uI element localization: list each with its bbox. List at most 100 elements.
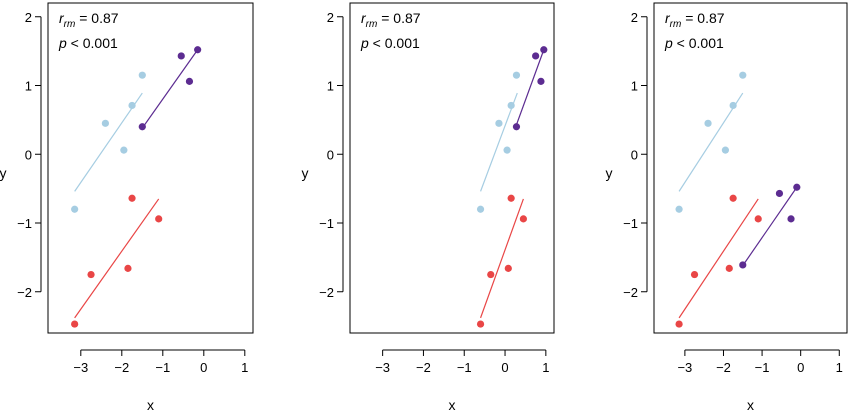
y-tick-label: 0	[327, 147, 334, 162]
y-tick-label: −1	[319, 216, 334, 231]
panel-2: −3 −2 −1 0 1 x −2 −1 0 1 2 y rrm = 0.87 p < 0.001	[302, 2, 555, 413]
series-3	[512, 46, 548, 131]
fit-line	[74, 198, 160, 319]
fit-line	[742, 186, 798, 266]
x-tick-label: 0	[797, 360, 804, 375]
x-tick-label: 1	[836, 360, 843, 375]
fit-line	[74, 92, 143, 192]
data-point	[128, 101, 136, 110]
series-3	[138, 46, 202, 131]
x-tick-label: −3	[375, 360, 390, 375]
series-2	[476, 194, 528, 328]
p-annotation: p < 0.001	[360, 35, 420, 51]
data-point	[487, 270, 495, 279]
fit-line	[678, 92, 744, 192]
y-tick-label: −2	[17, 285, 32, 300]
plot-frame	[653, 2, 848, 334]
x-tick-label: −1	[155, 360, 170, 375]
data-point	[721, 146, 730, 154]
data-point	[519, 215, 528, 223]
y-axis-label: y	[302, 165, 309, 181]
data-point	[512, 123, 521, 131]
data-point	[725, 264, 733, 272]
data-point	[739, 71, 747, 79]
y-tick-label: 0	[25, 147, 32, 162]
y-tick-label: 1	[631, 79, 638, 94]
data-point	[793, 183, 801, 191]
r-annotation: rrm = 0.87	[59, 10, 119, 30]
plot-frame	[349, 2, 555, 334]
data-point	[729, 101, 737, 110]
data-point	[754, 215, 762, 223]
data-point	[138, 71, 146, 79]
data-point	[101, 119, 109, 127]
y-axis-label: y	[0, 165, 7, 181]
data-point	[675, 320, 683, 328]
data-point	[71, 320, 79, 328]
y-tick-label: 1	[327, 79, 334, 94]
y-tick-label: −2	[623, 285, 638, 300]
data-point	[512, 71, 521, 79]
x-tick-label: −3	[677, 360, 692, 375]
data-point	[185, 77, 194, 85]
y-tick-label: 2	[25, 10, 32, 25]
x-tick-label: 1	[241, 360, 248, 375]
x-tick-label: −3	[73, 360, 88, 375]
fit-line	[514, 49, 545, 129]
data-point	[739, 261, 747, 269]
data-point	[675, 205, 683, 213]
data-point	[476, 205, 485, 213]
data-point	[71, 205, 79, 213]
data-point	[503, 146, 511, 154]
x-axis-label: x	[449, 397, 456, 413]
data-point	[540, 46, 548, 54]
data-point	[690, 270, 699, 279]
data-point	[495, 119, 503, 127]
data-point	[476, 320, 485, 328]
data-point	[120, 146, 128, 154]
fit-line	[479, 92, 518, 192]
y-tick-label: −2	[319, 285, 334, 300]
data-point	[787, 215, 795, 223]
data-point	[155, 215, 163, 223]
y-axis-label: y	[606, 165, 613, 181]
x-tick-label: −2	[716, 360, 731, 375]
data-point	[704, 119, 712, 127]
p-annotation: p < 0.001	[58, 35, 118, 51]
x-axis-label: x	[147, 397, 154, 413]
data-point	[507, 101, 515, 110]
series-1	[71, 71, 146, 213]
data-point	[775, 189, 784, 198]
data-point	[504, 264, 512, 272]
x-tick-label: −2	[416, 360, 431, 375]
plot-frame	[47, 2, 254, 334]
x-tick-label: 1	[542, 360, 549, 375]
r-annotation: rrm = 0.87	[665, 10, 725, 30]
series-3	[739, 183, 801, 269]
x-tick-label: −1	[457, 360, 472, 375]
data-point	[537, 77, 545, 85]
series-1	[675, 71, 747, 213]
p-annotation: p < 0.001	[664, 35, 724, 51]
series-2	[71, 194, 163, 328]
y-tick-label: 0	[631, 147, 638, 162]
fit-line	[479, 198, 524, 319]
data-point	[124, 264, 132, 272]
panel-1: −3 −2 −1 0 1 x −2 −1 0 1 2 y rrm = 0.87 p < 0.001	[0, 2, 254, 413]
series-2	[675, 194, 762, 328]
y-tick-label: −1	[623, 216, 638, 231]
r-annotation: rrm = 0.87	[361, 10, 421, 30]
x-tick-label: 0	[200, 360, 207, 375]
y-tick-label: 2	[631, 10, 638, 25]
panel-3: −3 −2 −1 0 1 x −2 −1 0 1 2 y rrm = 0.87 p < 0.001	[606, 2, 848, 413]
x-tick-label: −2	[114, 360, 129, 375]
x-tick-label: −1	[755, 360, 770, 375]
data-point	[138, 123, 146, 131]
data-point	[532, 52, 540, 60]
data-point	[194, 46, 202, 54]
x-axis-label: x	[747, 397, 754, 413]
fit-line	[141, 49, 199, 129]
data-point	[507, 194, 515, 202]
y-tick-label: 2	[327, 10, 334, 25]
